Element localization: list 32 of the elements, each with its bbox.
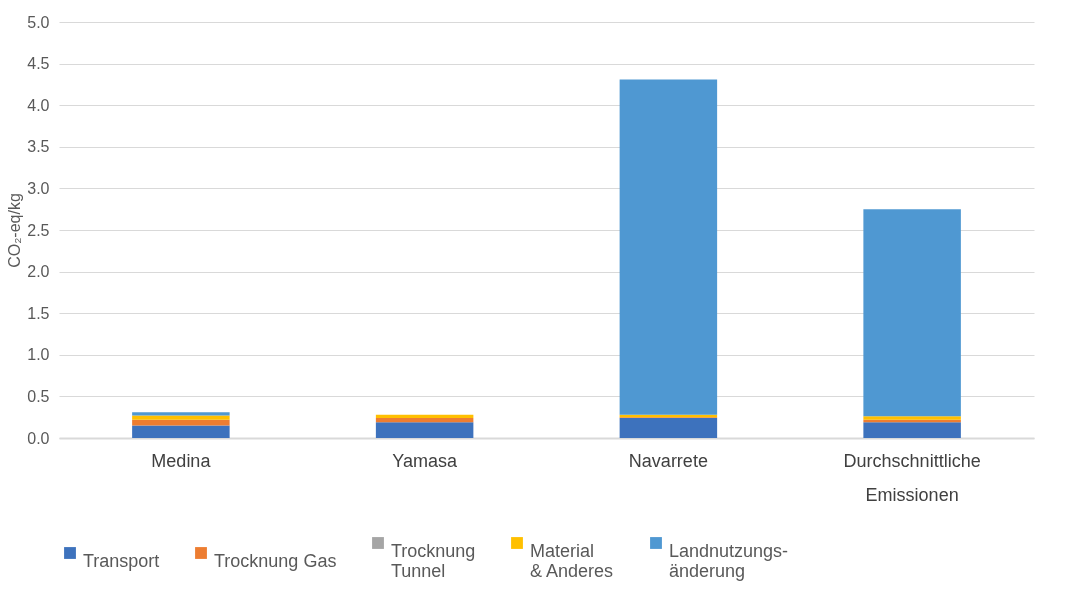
bar (375, 422, 474, 438)
y-tick-label: 1.5 (27, 304, 50, 322)
x-tick-label: Medina (151, 450, 212, 471)
bar (375, 418, 474, 423)
y-tick-label: 5.0 (27, 13, 50, 31)
bar (132, 415, 230, 420)
y-tick-label: 4.0 (27, 96, 50, 114)
bar (619, 79, 718, 415)
x-tick-label: Navarrete (628, 450, 708, 471)
bar (863, 209, 961, 417)
y-axis-title: CO₂-eq/kg (6, 193, 24, 268)
bar (619, 418, 718, 438)
x-tick-label: Yamasa (392, 450, 458, 471)
bar (132, 419, 230, 426)
y-tick-label: 0.5 (27, 387, 50, 405)
y-tick-label: 4.5 (27, 55, 50, 73)
legend-label: Trocknung Gas (214, 551, 337, 571)
legend-label: Transport (83, 551, 160, 571)
bar (863, 422, 961, 438)
bar (132, 425, 230, 438)
y-tick-label: 0.0 (27, 429, 50, 447)
y-tick-label: 2.0 (27, 263, 50, 281)
legend-label: Landnutzungs-änderung (669, 541, 789, 581)
x-tick-label: Durchschnittliche Emissionen (843, 450, 981, 505)
y-tick-label: 3.5 (27, 138, 50, 156)
y-tick-label: 2.5 (27, 221, 50, 239)
y-tick-label: 3.0 (27, 179, 50, 197)
y-tick-label: 1.0 (27, 346, 50, 364)
bar (375, 414, 474, 419)
legend-label: Material & Anderes (530, 541, 614, 581)
bar (132, 412, 230, 416)
legend-label: Trocknung Tunnel (391, 541, 476, 581)
